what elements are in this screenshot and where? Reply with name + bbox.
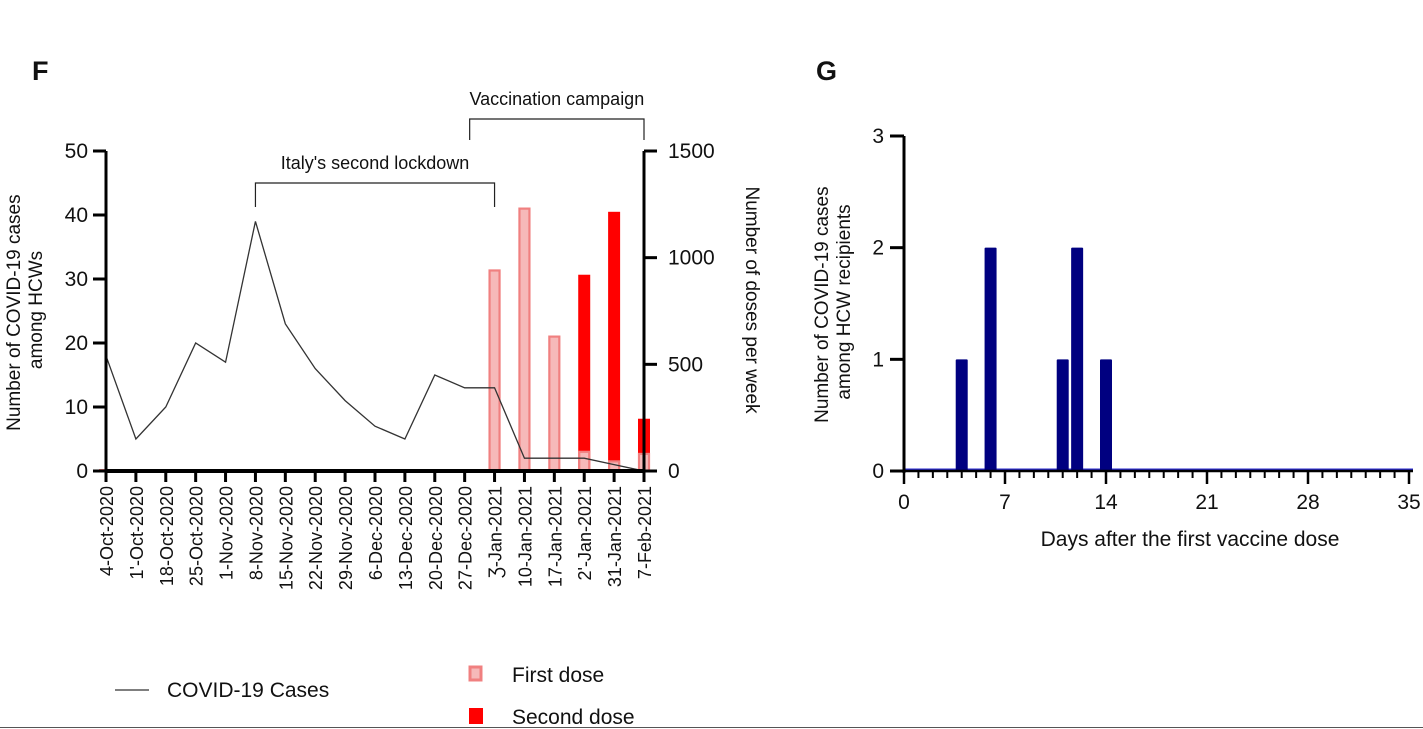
y-tick-label: 1 bbox=[872, 348, 884, 371]
y-tick-label-left: 30 bbox=[65, 268, 88, 291]
first-dose-bar bbox=[578, 450, 591, 473]
legend-second-dose-swatch bbox=[469, 708, 483, 724]
x-tick-label: 15-Nov-2020 bbox=[276, 486, 296, 590]
x-tick-label: 4-Oct-2020 bbox=[97, 486, 117, 576]
x-tick-label: 35 bbox=[1397, 491, 1420, 514]
x-tick-label: 22-Nov-2020 bbox=[306, 486, 326, 590]
y-tick-label-right: 1000 bbox=[668, 247, 715, 270]
chart-g-axes bbox=[902, 136, 1413, 473]
y-tick-label-left: 50 bbox=[65, 140, 88, 163]
y-tick-label-right: 0 bbox=[668, 460, 680, 483]
y-tick-label-left: 20 bbox=[65, 332, 88, 355]
y-tick-label-right: 500 bbox=[668, 353, 703, 376]
chart-f-axes bbox=[104, 151, 646, 473]
x-tick-label: 18-Oct-2020 bbox=[157, 486, 177, 586]
second-dose-bar bbox=[608, 211, 621, 472]
hcw-case-bar bbox=[984, 247, 997, 471]
x-tick-label: 29-Nov-2020 bbox=[336, 486, 356, 590]
x-tick-label: 7 bbox=[999, 491, 1011, 514]
x-tick-label: 17-Jan-2021 bbox=[545, 486, 565, 587]
x-tick-label: 8-Nov-2020 bbox=[246, 486, 266, 580]
lockdown-bracket bbox=[254, 182, 496, 207]
y-axis-title-right: Number of doses per week bbox=[741, 186, 762, 414]
hcw-case-bars bbox=[904, 247, 1413, 472]
legend-first-dose-swatch bbox=[468, 665, 483, 682]
first-dose-bar bbox=[488, 269, 501, 473]
x-tick-label: 7-Feb-2021 bbox=[635, 486, 655, 579]
chart-f-brackets: Italy's second lockdown Vaccination campa… bbox=[254, 89, 645, 207]
x-tick-label: 28 bbox=[1296, 491, 1319, 514]
x-tick-label: 0 bbox=[898, 491, 910, 514]
y-axis-title-line2: among HCW recipients bbox=[834, 204, 855, 399]
panel-label-g: G bbox=[816, 56, 837, 86]
x-tick-label: 6-Dec-2020 bbox=[366, 486, 386, 580]
legend: COVID-19 Cases First dose Second dose bbox=[115, 664, 635, 729]
vaccination-label: Vaccination campaign bbox=[469, 89, 644, 109]
x-tick-label: Ʒ-Jan-2021 bbox=[486, 486, 506, 578]
x-tick-label: 2ʹ-Jan-2021 bbox=[575, 486, 595, 581]
y-tick-label-right: 1500 bbox=[668, 140, 715, 163]
x-tick-label: 21 bbox=[1195, 491, 1218, 514]
y-axis-title-left-line2: among HCWs bbox=[26, 251, 47, 369]
x-tick-label: 13-Dec-2020 bbox=[396, 486, 416, 590]
y-tick-label: 0 bbox=[872, 460, 884, 483]
x-tick-label: 10-Jan-2021 bbox=[515, 486, 535, 587]
hcw-case-bar bbox=[955, 359, 968, 471]
y-tick-label-left: 10 bbox=[65, 396, 88, 419]
y-axis-title-left: Number of COVID-19 cases among HCWs bbox=[4, 189, 47, 431]
x-tick-label: 14 bbox=[1094, 491, 1118, 514]
legend-second-dose-label: Second dose bbox=[512, 706, 635, 729]
y-axis-title-left-line1: Number of COVID-19 cases bbox=[4, 194, 25, 431]
x-tick-label: 31-Jan-2021 bbox=[605, 486, 625, 587]
first-dose-bar bbox=[548, 335, 561, 473]
x-tick-label: 1ʹ-Oct-2020 bbox=[127, 486, 147, 579]
x-tick-label: 25-Oct-2020 bbox=[187, 486, 207, 586]
lockdown-label: Italy's second lockdown bbox=[281, 153, 470, 173]
panel-label-f: F bbox=[32, 56, 49, 86]
bottom-rule bbox=[0, 727, 1423, 728]
y-tick-label-left: 0 bbox=[76, 460, 88, 483]
y-tick-label: 3 bbox=[872, 125, 884, 148]
legend-first-dose-label: First dose bbox=[512, 664, 604, 687]
hcw-case-bar bbox=[1056, 359, 1069, 471]
x-tick-label: 20-Dec-2020 bbox=[426, 486, 446, 590]
y-tick-label-left: 40 bbox=[65, 204, 88, 227]
vaccination-bracket bbox=[469, 118, 645, 140]
legend-cases-label: COVID-19 Cases bbox=[167, 679, 329, 702]
x-tick-label: 27-Dec-2020 bbox=[456, 486, 476, 590]
x-axis-title: Days after the first vaccine dose bbox=[1041, 528, 1340, 551]
y-tick-label: 2 bbox=[872, 237, 884, 260]
y-axis-title-line1: Number of COVID-19 cases bbox=[812, 186, 833, 423]
hcw-case-bar bbox=[1071, 247, 1084, 471]
chart-g: 0 1 2 3 0 7 14 21 28 35 Days after the first vacc… bbox=[812, 125, 1421, 551]
covid-cases-line bbox=[105, 221, 645, 472]
second-dose-bar bbox=[578, 274, 591, 471]
chart-g-ticks: 0 1 2 3 0 7 14 21 28 35 bbox=[872, 125, 1420, 514]
x-tick-label: 1-Nov-2020 bbox=[217, 486, 237, 580]
hcw-case-bar bbox=[1100, 359, 1112, 471]
y-axis-title: Number of COVID-19 cases among HCW recip… bbox=[812, 181, 855, 423]
chart-f-x-labels: 4-Oct-2020 1ʹ-Oct-2020 18-Oct-2020 25-Oct-2… bbox=[97, 486, 655, 590]
first-dose-bar bbox=[518, 207, 531, 473]
